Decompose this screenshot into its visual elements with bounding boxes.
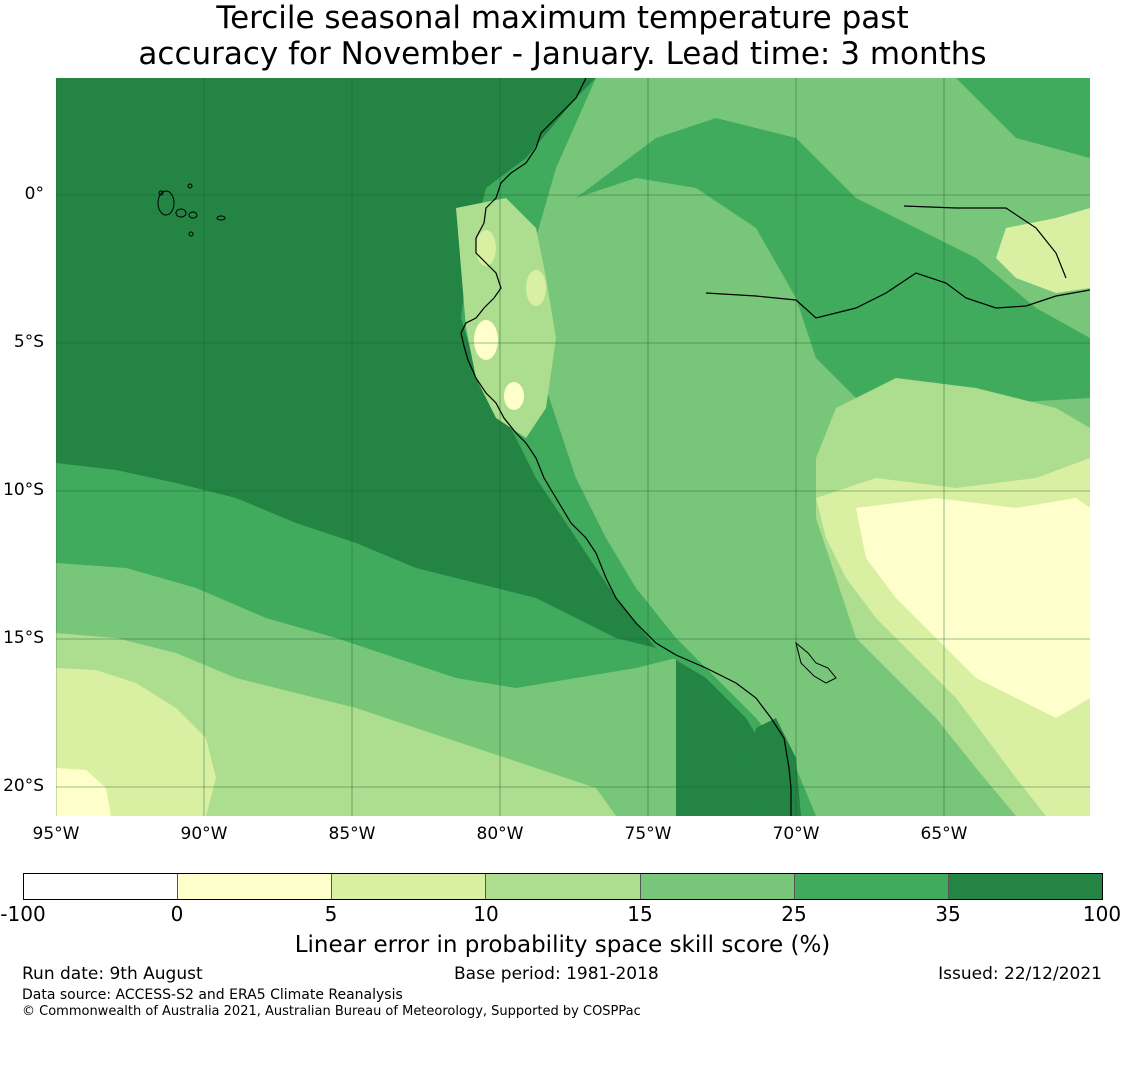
colorbar-segment-4 [640, 874, 795, 899]
y-tick-15s: 15°S [3, 628, 44, 648]
napo-river [903, 205, 1067, 279]
colorbar-segment-5 [794, 874, 949, 899]
y-tick-10s: 10°S [3, 480, 44, 500]
cbar-tick-35: 35 [935, 902, 961, 926]
title-line-2: accuracy for November - January. Lead ti… [138, 36, 987, 72]
region-andes-0 [474, 320, 498, 360]
colorbar-segment-3 [486, 874, 641, 899]
y-tick-20s: 20°S [3, 776, 44, 796]
coastline [460, 78, 792, 816]
colorbar-segment-6 [948, 874, 1102, 899]
y-tick-5s: 5°S [13, 332, 44, 352]
colorbar [23, 873, 1103, 900]
cbar-tick-0: 0 [170, 902, 184, 926]
lake-titicaca [795, 641, 837, 684]
x-tick-75w: 75°W [624, 824, 672, 844]
y-tick-0: 0° [24, 184, 44, 204]
x-tick-85w: 85°W [328, 824, 376, 844]
region-andes-5b [526, 270, 546, 306]
x-tick-90w: 90°W [180, 824, 228, 844]
colorbar-segment-2 [332, 874, 487, 899]
x-tick-80w: 80°W [476, 824, 524, 844]
run-date: Run date: 9th August [22, 964, 203, 984]
cbar-tick-neg100: -100 [0, 902, 46, 926]
title-line-1: Tercile seasonal maximum temperature pas… [216, 0, 909, 36]
region-chile-35 [746, 718, 801, 816]
colorbar-segment-0 [24, 874, 179, 899]
copyright: © Commonwealth of Australia 2021, Austra… [22, 1004, 641, 1019]
colorbar-segment-1 [178, 874, 333, 899]
galapagos-islands [157, 183, 226, 237]
region-land-25-inner [576, 118, 1090, 408]
data-source: Data source: ACCESS-S2 and ERA5 Climate … [22, 987, 403, 1003]
region-andes-5 [476, 230, 496, 266]
cbar-tick-15: 15 [627, 902, 653, 926]
x-tick-95w: 95°W [32, 824, 80, 844]
region-andes-0b [504, 382, 524, 410]
x-tick-70w: 70°W [772, 824, 820, 844]
skill-map [56, 78, 1090, 816]
cbar-tick-25: 25 [781, 902, 807, 926]
chart-title: Tercile seasonal maximum temperature pas… [0, 0, 1125, 72]
colorbar-label: Linear error in probability space skill … [294, 932, 831, 958]
region-amazon-5 [996, 208, 1090, 293]
base-period: Base period: 1981-2018 [454, 964, 659, 984]
region-land-0 [856, 498, 1090, 718]
cbar-tick-100: 100 [1082, 902, 1122, 926]
x-tick-65w: 65°W [920, 824, 968, 844]
skill-map-svg [56, 78, 1090, 816]
map-gridlines [56, 78, 1090, 816]
region-south-ocean-0 [56, 768, 111, 816]
cbar-tick-10: 10 [473, 902, 499, 926]
cbar-tick-5: 5 [324, 902, 338, 926]
amazon-river [705, 272, 1090, 319]
issued-date: Issued: 22/12/2021 [938, 964, 1102, 984]
